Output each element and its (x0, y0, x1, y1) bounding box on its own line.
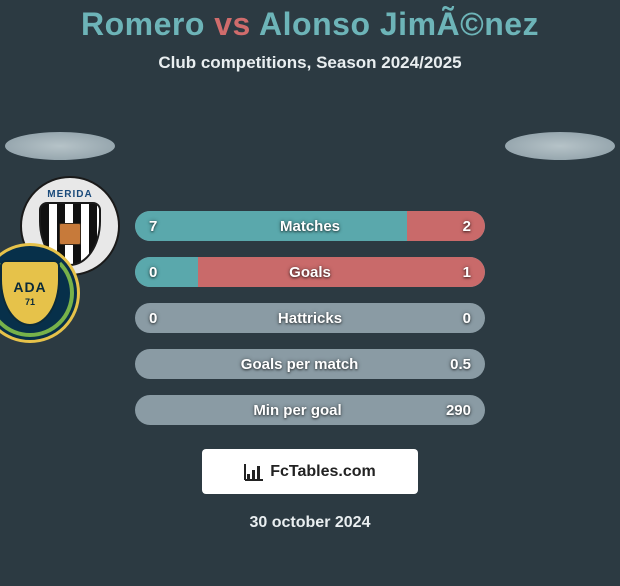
crest-right-text: ADA (13, 279, 46, 295)
stat-value-left: 7 (149, 218, 157, 235)
player2-name: Alonso JimÃ©nez (259, 6, 539, 42)
player1-halo (5, 132, 115, 160)
stat-row: 0Goals1 (135, 257, 485, 287)
stat-label: Goals per match (149, 356, 450, 373)
stat-value-right: 0 (463, 310, 471, 327)
stat-row: Min per goal290 (135, 395, 485, 425)
stat-row: 0Hattricks0 (135, 303, 485, 333)
stat-label: Matches (157, 218, 462, 235)
stat-label: Min per goal (149, 402, 446, 419)
stat-row: 7Matches2 (135, 211, 485, 241)
stat-value-right: 290 (446, 402, 471, 419)
crest-right-year: 71 (25, 297, 35, 307)
crest-left-emblem (59, 223, 81, 245)
stat-value-left: 0 (149, 310, 157, 327)
stat-value-right: 2 (463, 218, 471, 235)
footer-brand-text: FcTables.com (270, 463, 376, 481)
crest-left-topband: MERIDA (47, 189, 92, 200)
player1-name: Romero (81, 6, 205, 42)
stat-row: Goals per match0.5 (135, 349, 485, 379)
stat-value-right: 0.5 (450, 356, 471, 373)
stats-container: 7Matches20Goals10Hattricks0Goals per mat… (135, 211, 485, 425)
vs-text: vs (214, 6, 251, 42)
stat-value-left: 0 (149, 264, 157, 281)
player2-halo (505, 132, 615, 160)
stat-label: Hattricks (157, 310, 462, 327)
date-text: 30 october 2024 (0, 514, 620, 532)
footer-brand-box: FcTables.com (202, 449, 418, 494)
chart-icon (244, 463, 264, 481)
subtitle: Club competitions, Season 2024/2025 (0, 53, 620, 73)
stat-value-right: 1 (463, 264, 471, 281)
page-title: Romero vs Alonso JimÃ©nez (0, 6, 620, 43)
stat-label: Goals (157, 264, 462, 281)
